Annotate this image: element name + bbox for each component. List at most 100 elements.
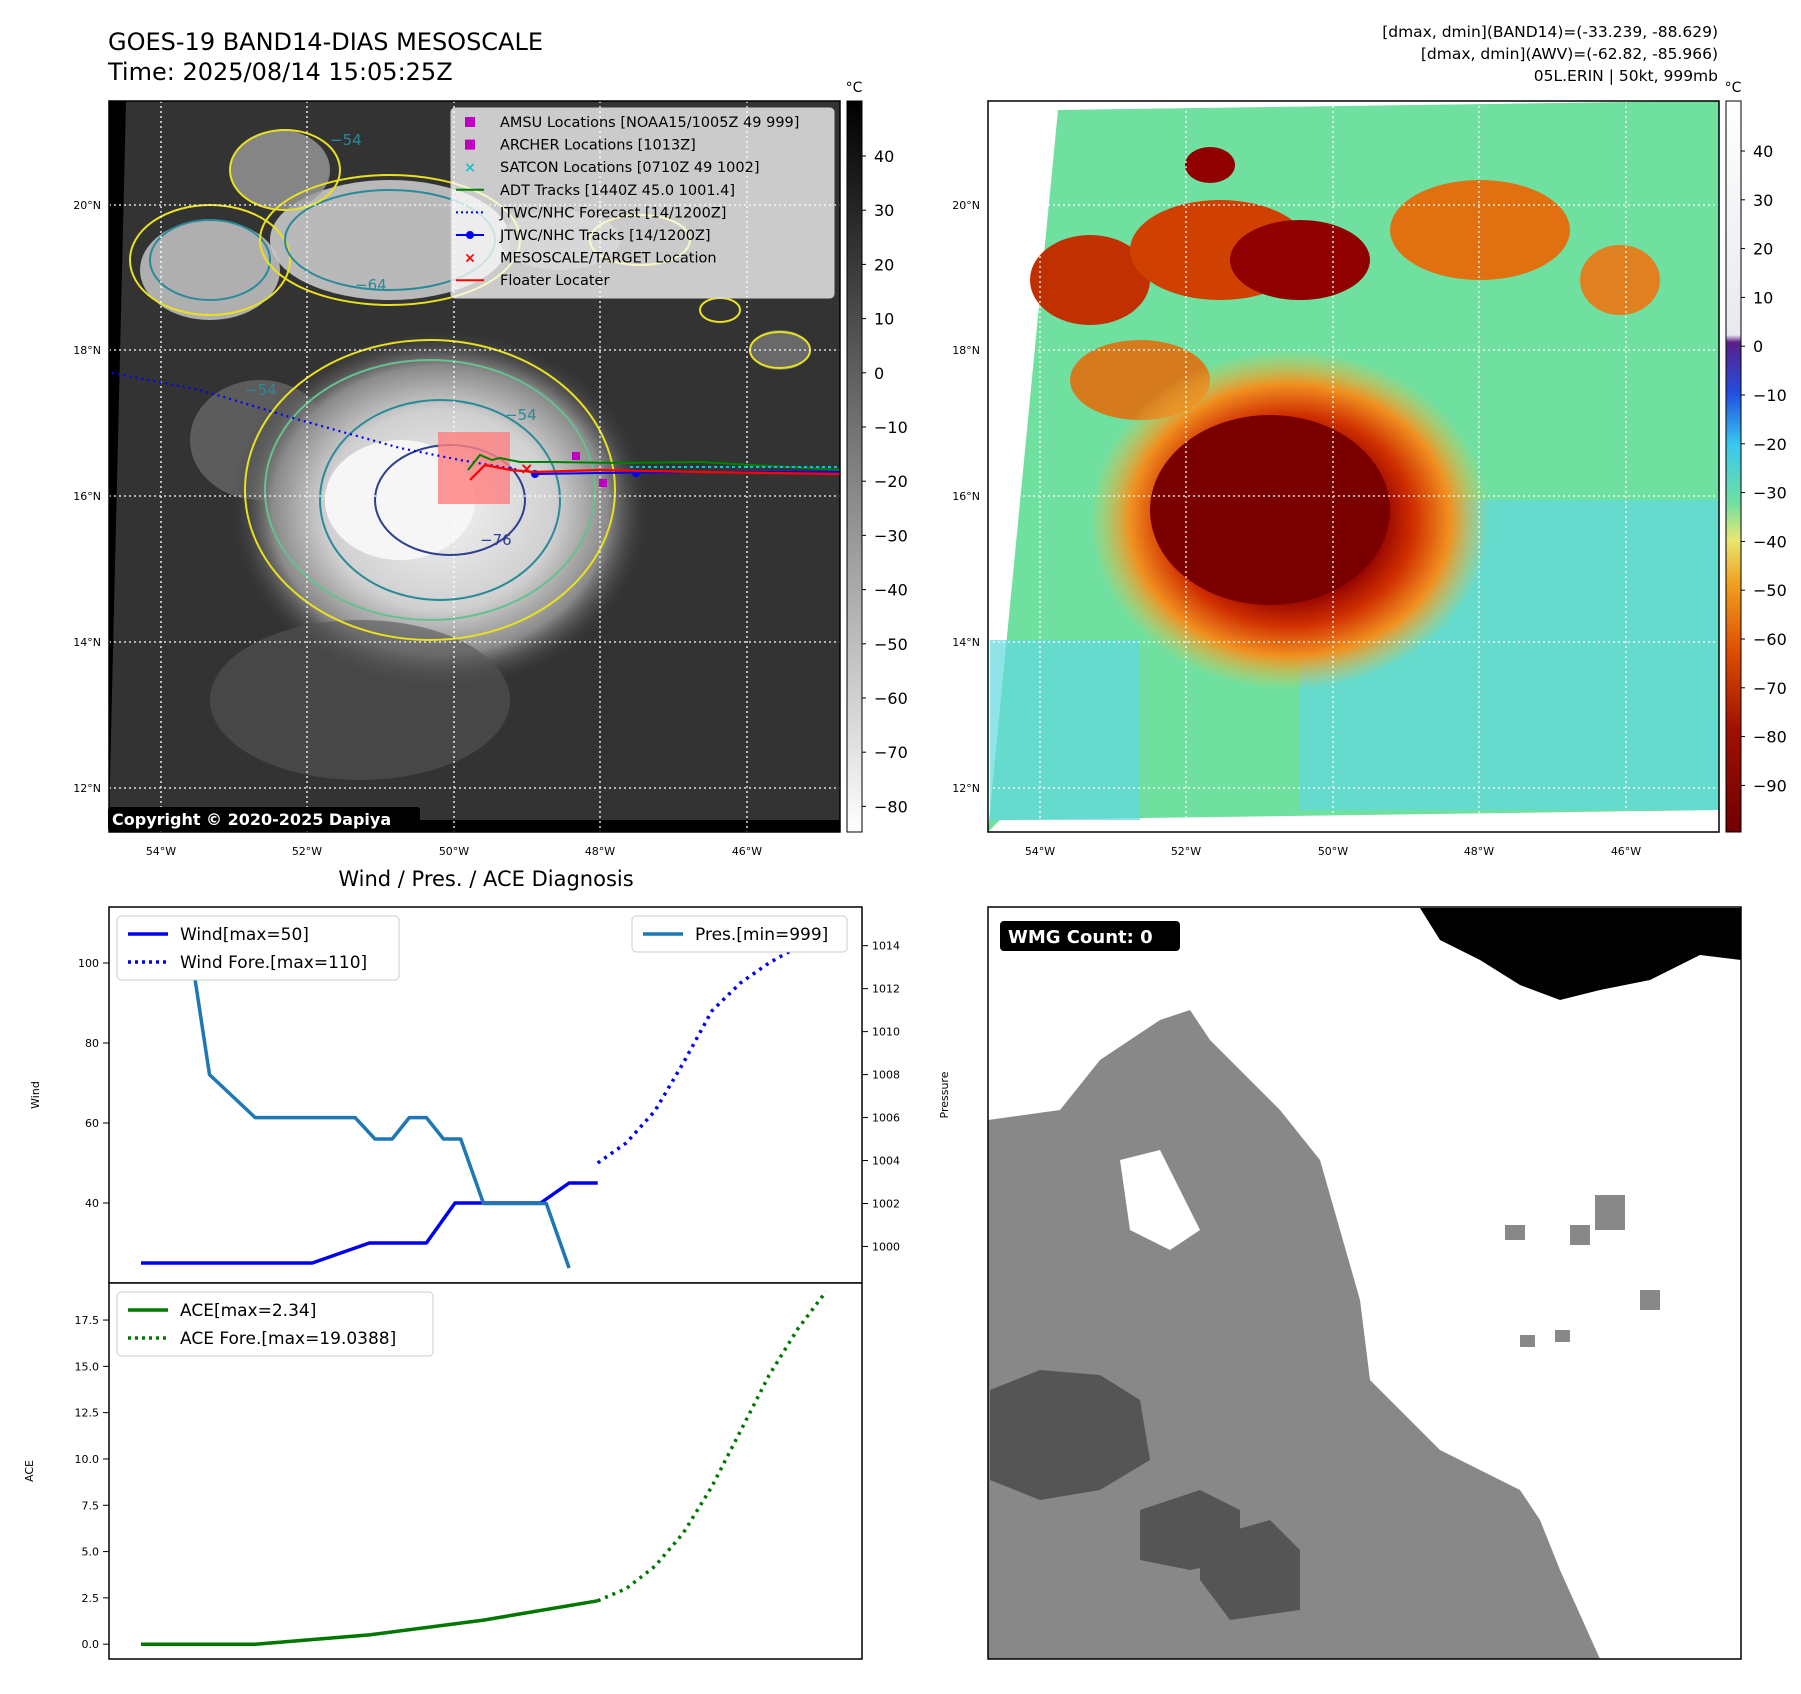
wmg-region-dark xyxy=(990,1370,1150,1500)
y2-tick-label: 1010 xyxy=(872,1026,900,1039)
lon-label: 52°W xyxy=(292,845,322,858)
lon-label: 48°W xyxy=(585,845,615,858)
pressure-axis-label: Pressure xyxy=(938,1071,951,1118)
floater-locater xyxy=(469,463,840,481)
info-line-1: [dmax, dmin](BAND14)=(-33.239, -88.629) xyxy=(1382,23,1718,41)
y-tick-label: 60 xyxy=(85,1117,99,1130)
legend-label: MESOSCALE/TARGET Location xyxy=(500,251,717,267)
y-tick-label: 2.5 xyxy=(82,1592,100,1605)
legend-label: ARCHER Locations [1013Z] xyxy=(500,138,696,154)
lat-label: 12°N xyxy=(952,782,980,795)
legend-marker: × xyxy=(464,160,476,176)
y-tick-label: 15.0 xyxy=(75,1360,100,1373)
left-colorbar xyxy=(846,100,863,833)
y-tick-label: 80 xyxy=(85,1037,99,1050)
lon-label: 54°W xyxy=(146,845,176,858)
wind-pressure-chart: Wind Pressure 40 60 80 100 1000 1002 1004 1006… xyxy=(29,906,951,1284)
colorbar-tick-label: 20 xyxy=(874,255,894,274)
colorbar-tick-label: −50 xyxy=(874,635,908,654)
y2-tick-label: 1014 xyxy=(872,940,900,953)
legend-marker: × xyxy=(464,251,476,267)
info-line-3: 05L.ERIN | 50kt, 999mb xyxy=(1534,67,1718,85)
lat-label: 14°N xyxy=(73,636,101,649)
y2-tick-label: 1012 xyxy=(872,983,900,996)
y-tick-label: 7.5 xyxy=(82,1499,100,1512)
right-colorbar xyxy=(1725,100,1742,833)
lon-label: 54°W xyxy=(1025,845,1055,858)
left-colorbar-unit: °C xyxy=(846,80,863,96)
series-line xyxy=(141,922,571,1269)
colorbar-tick-label: 30 xyxy=(874,201,894,220)
copyright-text: Copyright © 2020-2025 Dapiya xyxy=(112,810,391,829)
y-tick-label: 17.5 xyxy=(75,1314,100,1327)
contour-label: −54 xyxy=(245,381,277,399)
colorbar-tick-label: −60 xyxy=(1753,630,1787,649)
legend-marker xyxy=(465,139,475,150)
archer-location-marker xyxy=(599,479,607,487)
colorbar-tick-label: 40 xyxy=(874,147,894,166)
left-map-panel: −54 −76 −64 −54 −54 xyxy=(73,80,908,858)
legend-wind-fore: Wind Fore.[max=110] xyxy=(180,953,367,973)
y-tick-label: 12.5 xyxy=(75,1407,100,1420)
copyright-box xyxy=(108,807,420,831)
lon-label: 50°W xyxy=(439,845,469,858)
right-map-gridlines xyxy=(988,101,1719,832)
colorbar-tick-label: 20 xyxy=(1753,240,1773,259)
colorbar-tick-label: −70 xyxy=(1753,679,1787,698)
legend-label: ADT Tracks [1440Z 45.0 1001.4] xyxy=(500,183,735,199)
y-tick-label: 0.0 xyxy=(82,1638,100,1651)
pressure-legend: Pres.[min=999] xyxy=(631,915,848,953)
lon-label: 52°W xyxy=(1171,845,1201,858)
ace-chart: ACE 0.0 2.5 5.0 7.5 10.0 12.5 15.0 17.5 ACE[max… xyxy=(23,1282,863,1660)
colorbar-tick-label: 10 xyxy=(1753,288,1773,307)
ace-axis-label: ACE xyxy=(23,1460,36,1482)
lat-label: 16°N xyxy=(952,490,980,503)
colorbar-tick-label: −40 xyxy=(874,581,908,600)
series-line xyxy=(141,1181,598,1265)
y2-tick-label: 1000 xyxy=(872,1240,900,1253)
contour-label: −54 xyxy=(505,406,537,424)
left-map-frame xyxy=(108,100,841,833)
colorbar-tick-label: −40 xyxy=(1753,532,1787,551)
contour-label: −64 xyxy=(355,276,387,294)
lat-label: 20°N xyxy=(73,199,101,212)
left-map-legend: AMSU Locations [NOAA15/1005Z 49 999] ARCH… xyxy=(450,107,835,299)
legend-marker-dot xyxy=(466,231,474,239)
series-line xyxy=(141,1599,598,1646)
wind-axis-label: Wind xyxy=(29,1081,42,1109)
legend-label: AMSU Locations [NOAA15/1005Z 49 999] xyxy=(500,115,799,131)
diag-title: Wind / Pres. / ACE Diagnosis xyxy=(338,867,633,891)
y-tick-label: 40 xyxy=(85,1197,99,1210)
colorbar-tick-label: −10 xyxy=(1753,386,1787,405)
lat-label: 18°N xyxy=(952,344,980,357)
adt-track xyxy=(467,453,840,471)
y-tick-label: 100 xyxy=(78,957,99,970)
right-map-frame xyxy=(987,100,1720,833)
colorbar-tick-label: −20 xyxy=(874,472,908,491)
contour-label: −76 xyxy=(480,531,512,549)
legend-wind: Wind[max=50] xyxy=(180,925,309,945)
wind-legend: Wind[max=50] Wind Fore.[max=110] xyxy=(116,915,400,981)
y2-tick-label: 1006 xyxy=(872,1112,900,1125)
y2-tick-label: 1002 xyxy=(872,1198,900,1211)
colorbar-tick-label: 40 xyxy=(1753,142,1773,161)
wmg-frame xyxy=(987,906,1742,1660)
legend-ace-fore: ACE Fore.[max=19.0388] xyxy=(180,1329,396,1349)
lat-label: 20°N xyxy=(952,199,980,212)
y-tick-label: 10.0 xyxy=(75,1453,100,1466)
wmg-panel: WMG Count: 0 xyxy=(987,906,1742,1660)
info-line-2: [dmax, dmin](AWV)=(-62.82, -85.966) xyxy=(1421,45,1718,63)
contour-label: −54 xyxy=(330,131,362,149)
colorbar-tick-label: 10 xyxy=(874,310,894,329)
y2-tick-label: 1008 xyxy=(872,1069,900,1082)
colorbar-tick-label: −30 xyxy=(1753,484,1787,503)
lon-label: 46°W xyxy=(732,845,762,858)
colorbar-tick-label: −20 xyxy=(1753,435,1787,454)
mesoscale-target-marker: × xyxy=(520,459,533,478)
lat-label: 14°N xyxy=(952,636,980,649)
lat-label: 16°N xyxy=(73,490,101,503)
lat-label: 18°N xyxy=(73,344,101,357)
wmg-count-box xyxy=(1000,921,1180,951)
lon-label: 50°W xyxy=(1318,845,1348,858)
